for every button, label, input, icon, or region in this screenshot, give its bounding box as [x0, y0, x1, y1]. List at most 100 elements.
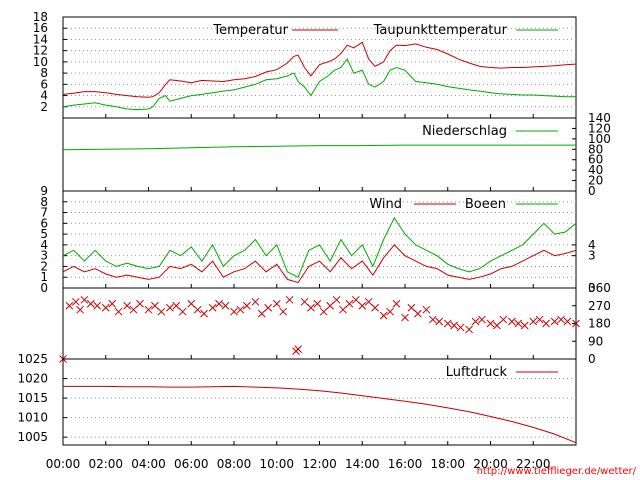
direction-marker: [101, 303, 110, 312]
y-tick-label-right: 60: [588, 153, 603, 167]
x-tick-label: 06:00: [174, 457, 209, 471]
y-tick-label-right: 4: [588, 238, 596, 252]
x-tick-label: 08:00: [217, 457, 252, 471]
y-tick-label-right: 180: [588, 317, 611, 331]
direction-marker: [529, 317, 538, 326]
direction-marker: [187, 299, 196, 308]
x-tick-label: 20:00: [473, 457, 508, 471]
y-tick-label-right: 80: [588, 142, 603, 156]
direction-marker: [371, 303, 379, 312]
direction-marker: [129, 305, 138, 314]
y-tick-label: 1005: [17, 430, 48, 444]
direction-marker: [166, 303, 174, 312]
direction-marker: [364, 297, 373, 306]
y-tick-label-right: 90: [588, 334, 603, 348]
direction-marker: [345, 299, 354, 308]
x-tick-label: 18:00: [430, 457, 465, 471]
y-tick-label: 16: [33, 21, 48, 35]
y-tick-label: 14: [33, 32, 48, 46]
direction-marker: [221, 301, 230, 310]
direction-marker: [80, 295, 89, 304]
y-tick-label-right: 120: [588, 121, 611, 135]
direction-marker: [332, 295, 341, 304]
direction-marker: [557, 315, 565, 324]
y-tick-label-right: 0: [588, 352, 596, 366]
y-tick-label: 4: [40, 89, 48, 103]
direction-marker: [236, 305, 245, 314]
direction-marker: [401, 313, 409, 322]
direction-marker: [178, 307, 187, 316]
y-tick-label: 0: [40, 281, 48, 295]
direction-marker: [550, 317, 559, 326]
direction-marker: [443, 319, 452, 328]
y-tick-label-right: 0: [588, 281, 596, 295]
direction-marker: [542, 319, 550, 328]
direction-marker: [514, 319, 523, 328]
direction-marker: [386, 307, 394, 316]
series-line: [63, 385, 577, 444]
y-tick-label: 10: [33, 55, 48, 69]
x-tick-label: 14:00: [345, 457, 380, 471]
y-tick-label-right: 0: [588, 184, 596, 198]
direction-marker: [313, 299, 322, 308]
y-tick-label-right: 100: [588, 132, 611, 146]
direction-marker: [379, 311, 388, 320]
direction-marker: [272, 299, 281, 308]
direction-marker: [242, 301, 251, 310]
direction-marker: [93, 301, 102, 310]
wind-direction-panel: 0 90 180 270 360: [59, 281, 611, 366]
direction-marker: [535, 315, 544, 324]
y-tick-label: 2: [40, 259, 48, 273]
y-tick-label: 1: [40, 270, 48, 284]
y-tick-label-right: 360: [588, 281, 611, 295]
y-tick-label: 2: [40, 100, 48, 114]
legend-label: Temperatur: [212, 23, 288, 38]
y-tick-label: 1020: [17, 372, 48, 386]
direction-marker: [264, 303, 273, 312]
direction-marker: [300, 297, 309, 306]
y-tick-label: 1010: [17, 411, 48, 425]
y-tick-label: 6: [40, 77, 48, 91]
series-line: [62, 244, 577, 284]
direction-marker: [508, 317, 516, 326]
legend-label: Boeen: [465, 197, 506, 212]
y-tick-label-right: 270: [588, 299, 611, 313]
y-tick-label: 8: [40, 66, 48, 80]
legend-label: Taupunkttemperatur: [373, 23, 508, 38]
y-tick-label: 18: [33, 10, 48, 24]
footer-url: http://www.tiefflieger.de/wetter/: [477, 466, 637, 477]
direction-marker: [563, 317, 572, 326]
direction-marker: [172, 301, 181, 310]
y-tick-label-right: 40: [588, 163, 603, 177]
direction-marker: [114, 307, 123, 316]
direction-marker: [108, 299, 117, 308]
direction-marker: [478, 315, 486, 324]
direction-marker: [215, 299, 223, 308]
direction-marker: [319, 307, 328, 316]
y-tick-label: 8: [40, 195, 48, 209]
legend-label: Luftdruck: [446, 365, 508, 380]
direction-marker: [351, 295, 360, 304]
y-tick-label: 4: [40, 238, 48, 252]
direction-marker: [230, 307, 238, 316]
series-line: [62, 58, 576, 111]
direction-marker: [65, 301, 74, 310]
pressure-panel: 1005 1010 1015 1020 1025 Luftdruck: [17, 352, 577, 446]
direction-marker: [71, 297, 80, 306]
direction-marker: [358, 301, 367, 310]
direction-marker: [471, 317, 480, 326]
direction-marker: [326, 301, 335, 310]
direction-marker: [251, 297, 260, 306]
x-tick-label: 12:00: [302, 457, 337, 471]
y-tick-label-right: 140: [588, 111, 611, 125]
direction-marker: [407, 303, 416, 312]
y-tick-label: 1025: [17, 352, 48, 366]
direction-marker: [520, 321, 529, 330]
direction-marker: [493, 321, 501, 330]
x-tick-label: 00:00: [46, 457, 81, 471]
series-line: [62, 144, 576, 151]
direction-marker: [572, 319, 580, 328]
